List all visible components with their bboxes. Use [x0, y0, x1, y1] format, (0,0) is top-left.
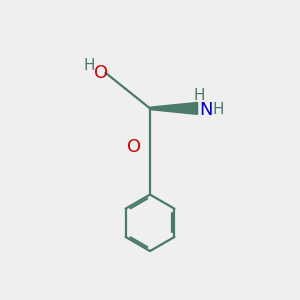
Text: H: H [83, 58, 95, 73]
Text: O: O [127, 138, 141, 156]
Text: O: O [94, 64, 108, 82]
Text: N: N [199, 101, 212, 119]
Polygon shape [150, 102, 198, 114]
Text: H: H [213, 102, 224, 117]
Text: H: H [193, 88, 205, 103]
